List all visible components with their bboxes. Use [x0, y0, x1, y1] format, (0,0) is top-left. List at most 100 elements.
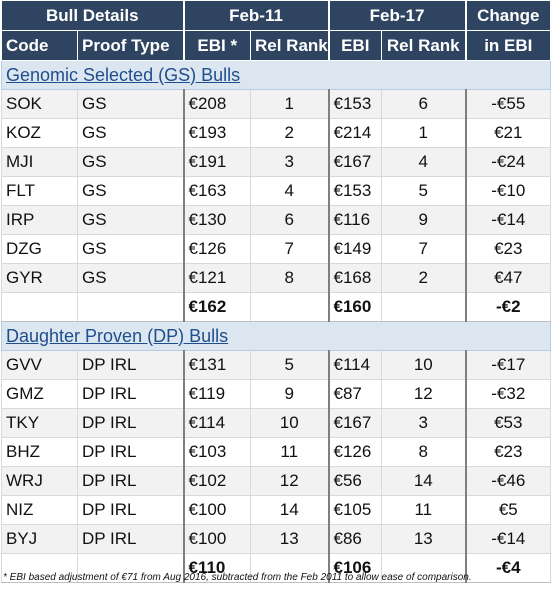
rank-feb17-cell: 8: [381, 437, 467, 467]
rank-feb11-cell: 9: [249, 379, 330, 409]
bull-code-cell: SOK: [1, 89, 78, 119]
table-row: FLT GS €163 4 €153 5 -€10: [1, 176, 551, 206]
empty-cell: [1, 553, 78, 583]
ebi-feb11-cell: €100: [182, 495, 251, 525]
rank-feb11-cell: 7: [249, 234, 330, 264]
change-cell: €23: [464, 234, 551, 264]
table-row: TKY DP IRL €114 10 €167 3 €53: [1, 408, 551, 438]
change-cell: €53: [464, 408, 551, 438]
section-title: Daughter Proven (DP) Bulls: [0, 321, 551, 351]
proof-type-cell: DP IRL: [77, 524, 184, 554]
proof-type-cell: GS: [77, 147, 184, 177]
ebi-feb17-cell: €153: [327, 176, 383, 206]
change-cell: -€55: [464, 89, 551, 119]
proof-type-cell: DP IRL: [77, 350, 184, 380]
ebi-feb11-cell: €114: [182, 408, 251, 438]
table-row: WRJ DP IRL €102 12 €56 14 -€46: [1, 466, 551, 496]
proof-type-cell: DP IRL: [77, 408, 184, 438]
change-cell: €47: [464, 263, 551, 293]
group-change: Change: [464, 0, 551, 31]
bull-code-cell: NIZ: [1, 495, 78, 525]
bull-code-cell: BYJ: [1, 524, 78, 554]
bull-code-cell: DZG: [1, 234, 78, 264]
ebi-feb11-cell: €130: [182, 205, 251, 235]
ebi-feb17-cell: €114: [327, 350, 383, 380]
ebi-feb11-cell: €100: [182, 524, 251, 554]
bull-code-cell: FLT: [1, 176, 78, 206]
ebi-feb11-cell: €102: [182, 466, 251, 496]
col-header-ebi-feb17: EBI: [327, 30, 383, 61]
ebi-feb11-cell: €119: [182, 379, 251, 409]
header-column-row: Code Proof Type EBI * Rel Rank EBI Rel R…: [1, 30, 551, 61]
rank-feb17-cell: 4: [381, 147, 467, 177]
rank-feb17-cell: 12: [381, 379, 467, 409]
rank-feb11-cell: 11: [249, 437, 330, 467]
rank-feb11-cell: 5: [249, 350, 330, 380]
proof-type-cell: DP IRL: [77, 437, 184, 467]
total-row: €162 €160 -€2: [1, 292, 551, 322]
rank-feb17-cell: 2: [381, 263, 467, 293]
rank-feb11-cell: 4: [249, 176, 330, 206]
proof-type-cell: DP IRL: [77, 379, 184, 409]
rank-feb17-cell: 5: [381, 176, 467, 206]
bull-code-cell: GYR: [1, 263, 78, 293]
bull-code-cell: WRJ: [1, 466, 78, 496]
ebi-feb11-cell: €208: [182, 89, 251, 119]
proof-type-cell: GS: [77, 89, 184, 119]
total-ebi-feb17-cell: €160: [327, 292, 383, 322]
bull-code-cell: BHZ: [1, 437, 78, 467]
rank-feb17-cell: 14: [381, 466, 467, 496]
rank-feb17-cell: 7: [381, 234, 467, 264]
total-ebi-feb11-cell: €110: [182, 553, 251, 583]
group-feb-11: Feb-11: [182, 0, 330, 31]
rank-feb17-cell: 11: [381, 495, 467, 525]
change-cell: €21: [464, 118, 551, 148]
table-row: DZG GS €126 7 €149 7 €23: [1, 234, 551, 264]
section-title: Genomic Selected (GS) Bulls: [0, 60, 551, 90]
ebi-feb17-cell: €168: [327, 263, 383, 293]
rank-feb11-cell: 13: [249, 524, 330, 554]
bull-code-cell: TKY: [1, 408, 78, 438]
proof-type-cell: GS: [77, 205, 184, 235]
proof-type-cell: GS: [77, 234, 184, 264]
ebi-feb17-cell: €167: [327, 147, 383, 177]
rank-feb17-cell: 3: [381, 408, 467, 438]
col-header-code: Code: [1, 30, 78, 61]
change-cell: -€17: [464, 350, 551, 380]
footnote: * EBI based adjustment of €71 from Aug 2…: [3, 572, 472, 583]
bull-code-cell: KOZ: [1, 118, 78, 148]
empty-cell: [249, 553, 330, 583]
rank-feb11-cell: 8: [249, 263, 330, 293]
table-row: BYJ DP IRL €100 13 €86 13 -€14: [1, 524, 551, 554]
rank-feb11-cell: 2: [249, 118, 330, 148]
rank-feb11-cell: 1: [249, 89, 330, 119]
ebi-feb17-cell: €87: [327, 379, 383, 409]
proof-type-cell: GS: [77, 176, 184, 206]
ebi-feb17-cell: €149: [327, 234, 383, 264]
ebi-feb11-cell: €163: [182, 176, 251, 206]
total-row: €110 €106 -€4: [1, 553, 551, 583]
table-body: Genomic Selected (GS) Bulls SOK GS €208 1 €15…: [0, 60, 551, 583]
ebi-feb17-cell: €86: [327, 524, 383, 554]
bull-code-cell: MJI: [1, 147, 78, 177]
rank-feb17-cell: 1: [381, 118, 467, 148]
table-row: GMZ DP IRL €119 9 €87 12 -€32: [1, 379, 551, 409]
col-header-change: in EBI: [464, 30, 551, 61]
ebi-feb11-cell: €103: [182, 437, 251, 467]
total-ebi-feb11-cell: €162: [182, 292, 251, 322]
table-row: GVV DP IRL €131 5 €114 10 -€17: [1, 350, 551, 380]
header-group-row: Bull Details Feb-11 Feb-17 Change: [1, 0, 551, 31]
rank-feb11-cell: 12: [249, 466, 330, 496]
change-cell: -€14: [464, 524, 551, 554]
empty-cell: [381, 553, 467, 583]
section-header-row: Daughter Proven (DP) Bulls: [0, 321, 551, 351]
change-cell: -€46: [464, 466, 551, 496]
total-change-cell: -€4: [464, 553, 551, 583]
bull-code-cell: GVV: [1, 350, 78, 380]
col-header-rank-feb11: Rel Rank: [249, 30, 330, 61]
table-row: SOK GS €208 1 €153 6 -€55: [1, 89, 551, 119]
rank-feb11-cell: 14: [249, 495, 330, 525]
empty-cell: [77, 292, 184, 322]
proof-type-cell: GS: [77, 118, 184, 148]
